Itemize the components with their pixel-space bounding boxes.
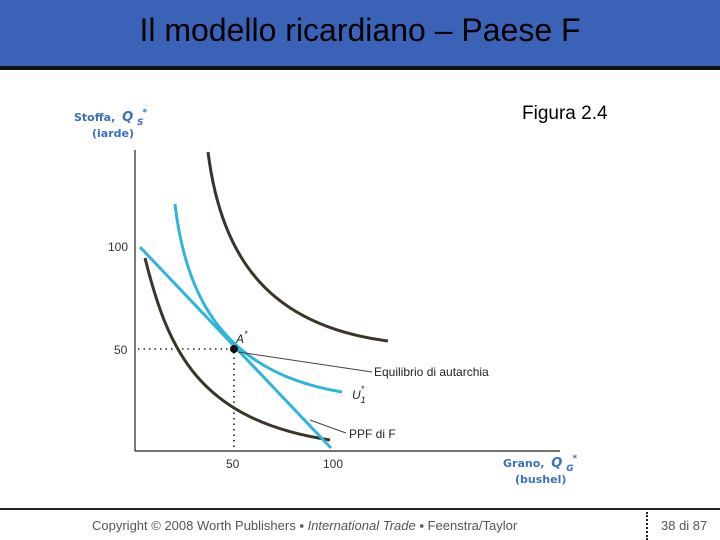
y-tick-50: 50 [114, 343, 128, 357]
autarky-leader [237, 351, 373, 373]
footer-separator [646, 512, 648, 540]
copyright-text: Copyright © 2008 Worth Publishers [92, 518, 296, 533]
slide-title: Il modello ricardiano – Paese F [139, 12, 581, 48]
x-axis-unit: (bushel) [515, 473, 566, 486]
ppf-annotation: PPF di F [349, 427, 396, 441]
autarky-point [230, 345, 238, 353]
figure-label: Figura 2.4 [522, 103, 608, 124]
indifference-curve-low [143, 257, 331, 442]
indifference-curve-u1 [173, 203, 343, 394]
y-axis-label: Stoffa, Q S * [74, 108, 147, 128]
x-axis-label: Grano, Q G * [503, 454, 577, 474]
y-tick-100: 100 [108, 240, 128, 254]
footer-copyright: Copyright © 2008 Worth Publishers ▪ Inte… [92, 518, 518, 533]
y-axis-unit: (iarde) [92, 127, 134, 140]
ppf-leader [309, 419, 347, 434]
page-number: 38 di 87 [661, 518, 708, 533]
footer-divider [0, 508, 720, 510]
u1-label: U1* [352, 384, 366, 405]
x-tick-100: 100 [323, 457, 343, 471]
book-title: International Trade [307, 518, 416, 533]
point-label: A* [235, 329, 248, 346]
indifference-curve-high [206, 151, 389, 343]
slide-header: Il modello ricardiano – Paese F [0, 0, 720, 70]
book-authors: Feenstra/Taylor [427, 518, 518, 533]
autarky-annotation: Equilibrio di autarchia [374, 365, 489, 379]
x-tick-50: 50 [226, 457, 240, 471]
ricardian-diagram: Stoffa, Q S * (iarde) 100 50 50 100 A* E… [74, 108, 577, 486]
